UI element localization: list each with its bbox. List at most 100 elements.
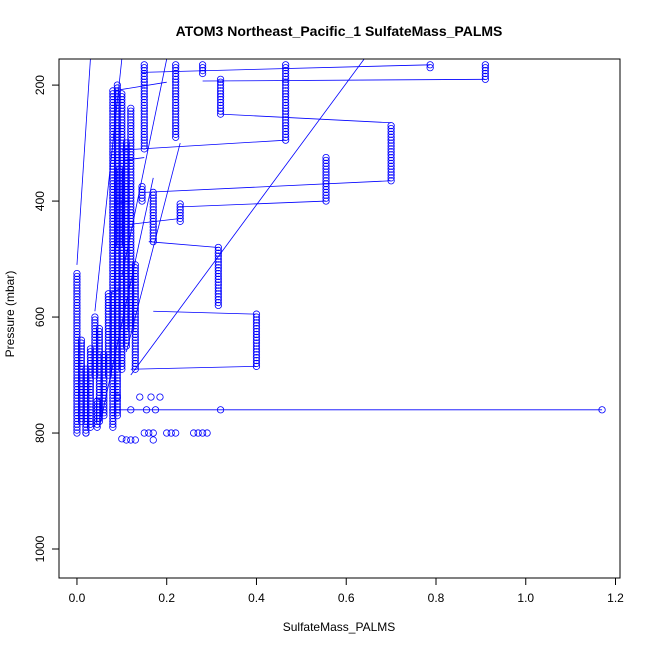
data-point — [113, 393, 121, 401]
data-point — [387, 148, 395, 156]
data-point — [113, 412, 121, 420]
plot-area — [73, 59, 606, 444]
data-point — [282, 61, 290, 69]
data-point — [131, 287, 139, 295]
data-point — [100, 380, 108, 388]
y-tick-label: 400 — [33, 191, 47, 211]
data-point — [176, 211, 184, 220]
data-point — [252, 322, 261, 330]
data-point — [140, 139, 148, 147]
data-point — [118, 90, 126, 98]
data-point — [140, 127, 148, 136]
x-tick-label: 0.6 — [338, 591, 355, 605]
data-point — [131, 327, 139, 336]
data-point — [86, 383, 95, 391]
data-point — [115, 174, 124, 182]
connector-line — [142, 64, 431, 73]
data-point — [127, 232, 135, 240]
data-point — [387, 159, 395, 167]
data-point — [214, 267, 222, 275]
data-point — [282, 136, 290, 144]
data-point — [598, 406, 606, 414]
data-point — [131, 339, 139, 347]
data-point — [149, 217, 157, 225]
data-point — [73, 298, 81, 307]
data-point — [387, 165, 395, 173]
data-point — [109, 406, 117, 414]
data-point — [73, 330, 81, 339]
data-point — [127, 194, 135, 202]
data-point — [115, 226, 124, 234]
data-point — [149, 209, 157, 217]
data-point — [282, 119, 290, 127]
data-point — [115, 232, 124, 240]
data-point — [172, 95, 180, 104]
data-point — [122, 339, 130, 347]
data-point — [172, 72, 180, 80]
data-point — [172, 119, 180, 127]
data-point — [131, 269, 139, 278]
data-point — [282, 107, 290, 115]
data-point — [118, 101, 126, 109]
data-point — [118, 104, 126, 112]
data-point — [282, 81, 290, 89]
data-point — [73, 322, 81, 330]
data-point — [115, 240, 124, 249]
data-point — [95, 339, 103, 347]
connector-line — [121, 139, 286, 151]
x-axis-label: SulfateMass_PALMS — [283, 620, 396, 634]
data-point — [387, 139, 395, 147]
data-point — [127, 211, 135, 220]
data-point — [282, 113, 290, 121]
data-point — [77, 359, 86, 368]
data-point — [127, 255, 135, 263]
data-point — [115, 177, 124, 185]
data-point — [481, 75, 489, 83]
data-point — [127, 104, 135, 112]
data-point — [252, 345, 261, 353]
data-point — [282, 127, 290, 136]
data-point — [73, 272, 81, 281]
data-point — [140, 429, 148, 437]
data-point — [118, 356, 126, 365]
connector-line — [108, 287, 122, 295]
data-point — [95, 336, 103, 344]
data-point — [172, 78, 180, 86]
data-point — [199, 64, 207, 72]
data-point — [214, 290, 222, 298]
data-point — [149, 188, 157, 196]
data-point — [282, 72, 290, 80]
data-point — [73, 423, 81, 431]
data-point — [86, 388, 95, 397]
data-point — [131, 293, 139, 301]
data-point — [203, 429, 211, 437]
data-point — [100, 409, 108, 417]
data-point — [127, 200, 135, 208]
data-point — [214, 261, 222, 269]
data-point — [322, 180, 330, 188]
data-point — [127, 159, 135, 167]
data-point — [73, 281, 81, 289]
data-point — [149, 206, 157, 214]
data-point — [172, 107, 180, 115]
data-point — [282, 130, 290, 138]
data-point — [100, 391, 108, 399]
data-point — [252, 333, 261, 341]
data-point — [172, 75, 180, 83]
y-tick-label: 1000 — [33, 535, 47, 562]
data-point — [115, 180, 124, 188]
data-point — [282, 87, 290, 95]
data-point — [127, 133, 135, 141]
data-point — [140, 113, 148, 121]
data-point — [387, 133, 395, 141]
data-point — [140, 87, 148, 95]
data-point — [95, 417, 103, 426]
data-point — [140, 130, 148, 138]
data-point — [140, 110, 148, 118]
data-point — [149, 235, 157, 243]
data-point — [131, 267, 139, 275]
data-point — [113, 377, 121, 385]
data-point — [91, 313, 99, 321]
data-point — [282, 75, 290, 83]
data-point — [199, 429, 207, 437]
